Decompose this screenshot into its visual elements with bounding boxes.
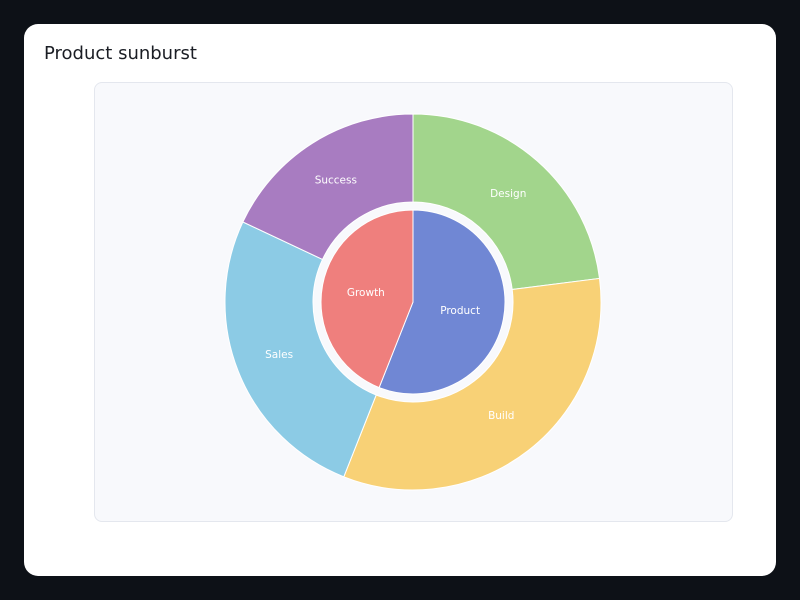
slice-label: Design (490, 188, 526, 200)
outer-slice (224, 221, 377, 478)
slice-label: Success (315, 174, 357, 186)
slice-label: Build (488, 410, 514, 422)
slice-label: Product (440, 305, 480, 317)
inner-slice (378, 209, 506, 395)
chart-title: Product sunburst (44, 43, 197, 64)
outer-slice (343, 277, 602, 491)
outer-slice (242, 113, 414, 261)
slice-label: Growth (347, 287, 385, 299)
outer-slice (412, 113, 601, 291)
inner-slice (320, 209, 414, 389)
slice-label: Sales (265, 349, 293, 361)
